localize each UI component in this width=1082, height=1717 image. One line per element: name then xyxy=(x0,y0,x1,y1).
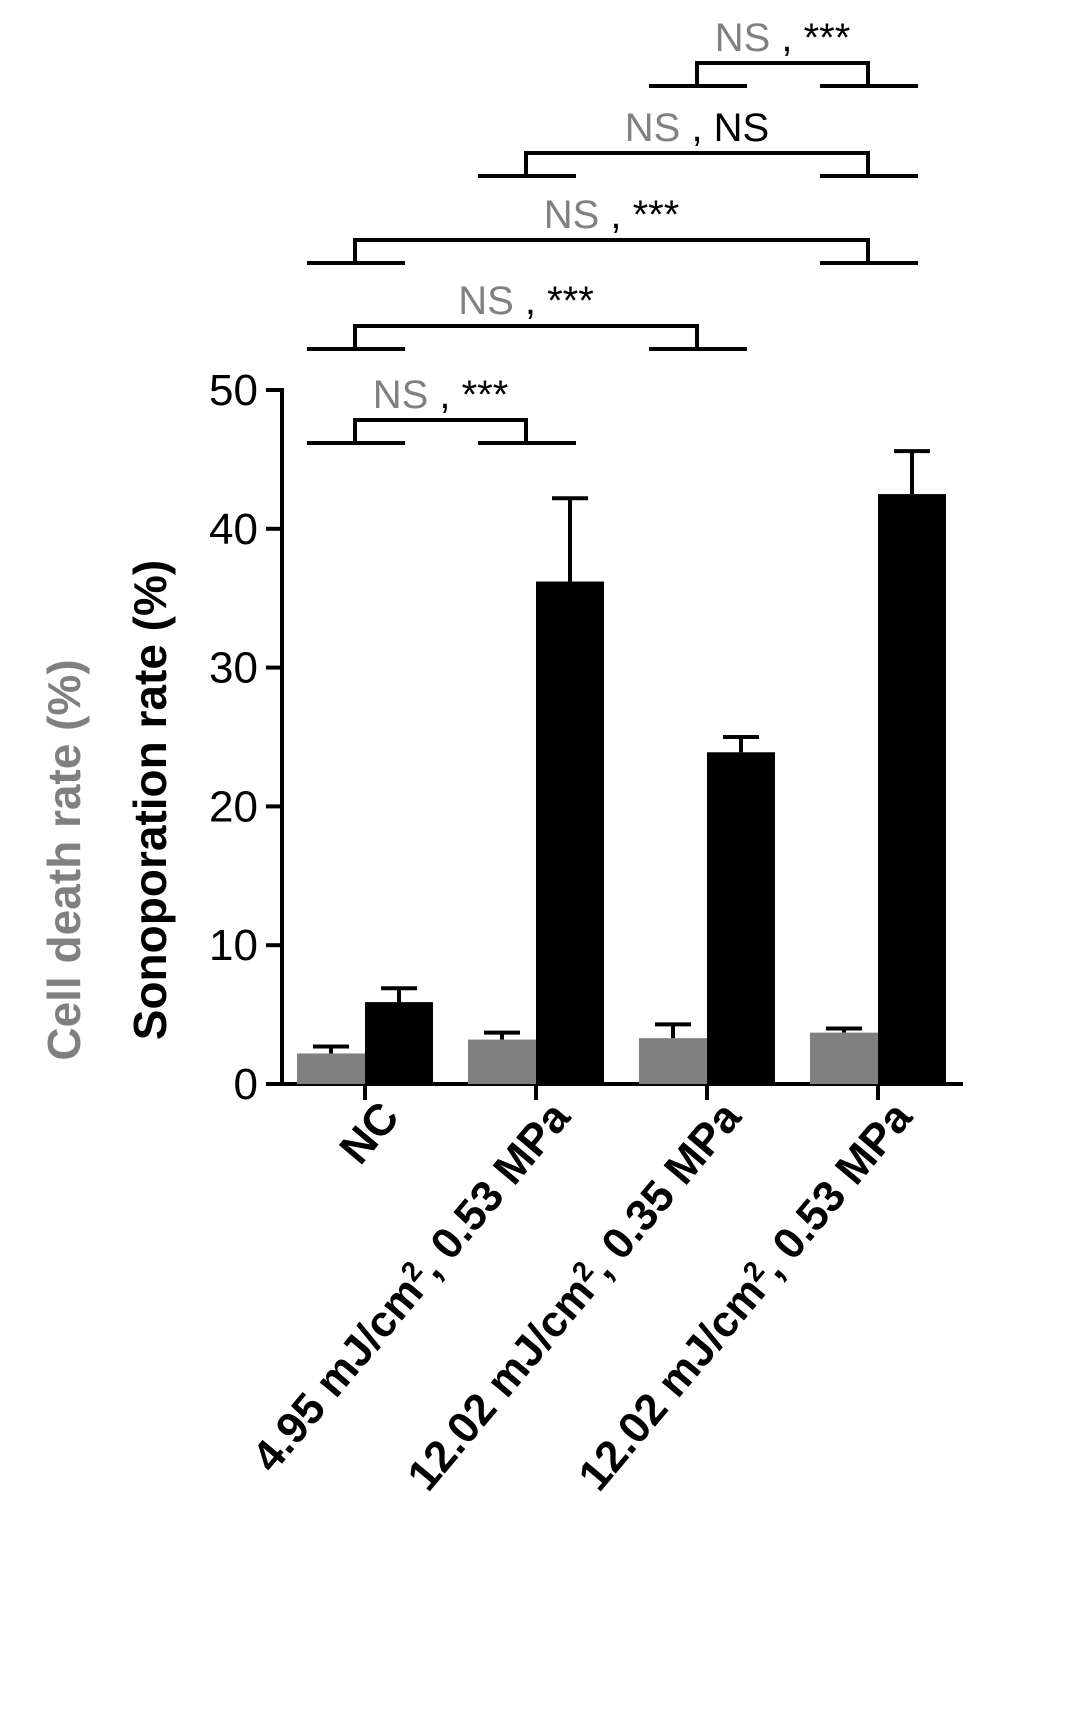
significance-bracket: NS , NS xyxy=(478,106,918,178)
bar-cell_death-nc xyxy=(297,1053,365,1084)
bracket-line xyxy=(353,324,699,349)
significance-bracket: NS , *** xyxy=(307,373,576,445)
y-tick-label: 30 xyxy=(209,644,258,693)
y-axis-label-cell-death: Cell death rate (%) xyxy=(38,659,90,1060)
x-tick-label: 12.02 mJ/cm2, 0.53 MPa xyxy=(568,1092,922,1500)
x-tick-label: 4.95 mJ/cm2, 0.53 MPa xyxy=(242,1092,580,1482)
y-tick-label: 50 xyxy=(209,366,258,415)
y-tick-label: 20 xyxy=(209,782,258,831)
significance-label: NS , NS xyxy=(625,106,770,150)
y-tick-label: 0 xyxy=(234,1060,258,1109)
significance-label: NS , *** xyxy=(373,373,509,417)
bar-sonoporation-c3 xyxy=(707,752,775,1084)
significance-bracket: NS , *** xyxy=(307,279,747,351)
y-tick-label: 10 xyxy=(209,921,258,970)
bar-cell_death-c2 xyxy=(468,1039,536,1084)
bracket-line xyxy=(524,151,870,176)
bar-sonoporation-nc xyxy=(365,1002,433,1084)
bracket-line xyxy=(353,238,870,263)
significance-label: NS , *** xyxy=(544,193,680,237)
y-tick-label: 40 xyxy=(209,505,258,554)
significance-label: NS , *** xyxy=(458,279,594,323)
significance-bracket: NS , *** xyxy=(649,16,918,88)
bar-sonoporation-c2 xyxy=(536,581,604,1084)
chart-marks: 0 10 20 30 40 50 NC4.95 mJ/cm2, 0.53 MPa12.02 … xyxy=(209,16,963,1500)
x-tick-label: 12.02 mJ/cm2, 0.35 MPa xyxy=(397,1092,751,1500)
bar-cell_death-c3 xyxy=(639,1038,707,1084)
y-axis-label-sonoporation: Sonoporation rate (%) xyxy=(124,560,176,1040)
x-tick-label: NC xyxy=(330,1093,408,1173)
significance-label: NS , *** xyxy=(715,16,851,60)
bar-sonoporation-c4 xyxy=(878,494,946,1085)
bar-cell_death-c4 xyxy=(810,1032,878,1084)
bracket-line xyxy=(353,418,528,443)
bracket-line xyxy=(695,61,870,86)
significance-bracket: NS , *** xyxy=(307,193,918,265)
